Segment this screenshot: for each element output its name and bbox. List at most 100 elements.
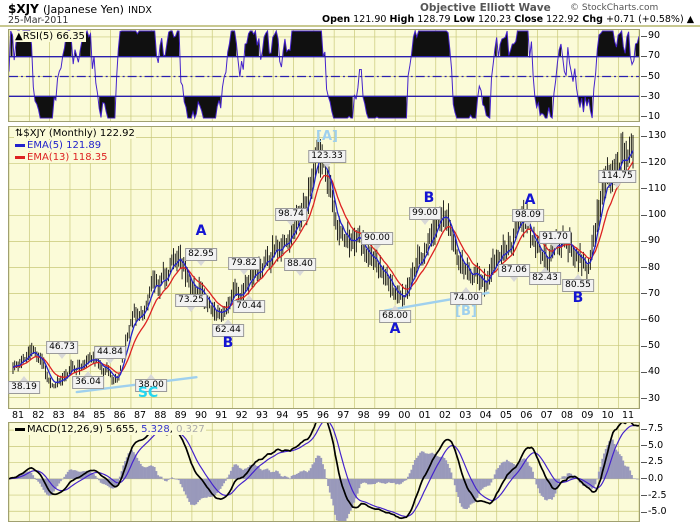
price-callout: 44.84 [94,346,126,359]
x-axis-tick: 85 [93,410,106,421]
rsi-y-tickmark [641,116,647,118]
high-label: High [389,14,415,25]
macd-y-tick: 0.0 [648,472,664,484]
price-callout: 123.33 [308,150,346,163]
macd-y-tickmark [641,428,647,430]
x-axis-tick: 07 [540,410,553,421]
price-callout: 79.82 [228,257,260,270]
macd-y-tick: -5.0 [648,506,667,518]
rsi-y-tickmark [641,96,647,98]
x-axis-tick: 90 [194,410,208,421]
rsi-y-tick: 10 [648,110,661,122]
rsi-plot [9,30,639,121]
high-value: 128.79 [417,14,451,25]
price-y-tick: 50 [648,340,661,352]
x-axis-tick: 01 [418,410,431,421]
callout-pointer-icon [147,374,155,379]
price-callout: 98.09 [512,209,544,222]
callout-pointer-icon [391,305,399,310]
ema5-swatch-icon [15,143,25,147]
macd-y-tickmark [641,445,647,447]
price-y-tickmark [641,162,647,164]
x-axis-tick: 02 [438,410,452,421]
open-value: 121.90 [353,14,387,25]
x-axis-tick: 84 [72,410,86,421]
x-axis-tick: 82 [32,410,45,421]
x-axis-tick: 11 [621,410,635,421]
callout-pointer-icon [197,261,205,266]
price-y-tick: 110 [648,182,667,194]
price-callout: 99.00 [409,207,441,220]
price-callout: 80.55 [562,279,594,292]
bar-updown-icon: ⇅ [15,128,24,139]
macd-hist-value: 0.327 [176,424,205,435]
price-y-tick: 70 [648,287,661,299]
macd-legend: MACD(12,26,9) 5.655, 5.328, 0.327 [14,424,206,435]
wave-label-b: [B] [455,304,477,319]
symbol-exchange: INDX [128,5,152,16]
price-y-tickmark [641,371,647,373]
x-axis-tick: 06 [520,410,533,421]
x-axis-tick: 05 [499,410,513,421]
wave-label-a: [A] [316,129,338,144]
price-y-tick: 90 [648,235,661,247]
macd-signal-value: 5.328 [141,424,170,435]
macd-y-tick: 5.0 [648,439,664,451]
macd-plot [9,423,639,521]
macd-y-tick: -2.5 [648,489,667,501]
close-label: Close [514,14,544,25]
callout-pointer-icon [551,244,559,249]
macd-legend-name: MACD(12,26,9) [27,424,103,435]
x-axis-tick: 09 [581,410,594,421]
price-callout: 36.04 [72,376,104,389]
rsi-y-tickmark [641,76,647,77]
callout-pointer-icon [287,221,295,226]
header-divider [0,25,700,27]
price-callout: 88.40 [284,258,316,271]
callout-pointer-icon [240,270,248,275]
price-y-tick: 80 [648,261,661,273]
macd-y-tickmark [641,495,647,496]
price-callout: 82.43 [529,272,561,285]
price-legend-text: $XJY (Monthly) 122.92 [23,128,135,139]
rsi-y-tick: 90 [648,30,661,42]
wave-label-a: A [389,321,401,337]
price-callout: 90.00 [361,232,393,245]
callout-pointer-icon [421,220,429,225]
rsi-y-tickmark [641,35,647,37]
price-y-tick: 120 [648,156,667,168]
low-value: 120.23 [477,14,512,25]
symbol-ticker: $XJY [8,2,39,16]
x-axis-tick: 96 [316,410,330,421]
ema13-legend: EMA(13) 118.35 [14,152,109,163]
rsi-legend-text: RSI(5) 66.35 [22,31,85,42]
callout-pointer-icon [84,371,92,376]
price-callout: 62.44 [212,324,244,337]
wave-label-sc: SC [137,385,159,401]
x-axis-tick: 88 [154,410,167,421]
callout-pointer-icon [187,307,195,312]
price-y-tick: 60 [648,313,661,325]
x-axis-tick: 95 [296,410,309,421]
x-axis-tick: 99 [377,410,391,421]
mountain-icon: ▲ [15,31,23,42]
x-axis-tick: 93 [255,410,269,421]
macd-legend-sep2: , [134,424,142,435]
callout-pointer-icon [373,245,381,250]
x-axis-tick: 89 [174,410,187,421]
chart-header: $XJY (Japanese Yen) INDX 25-Mar-2011 Obj… [0,0,700,27]
open-label: Open [322,14,351,25]
price-y-tickmark [641,135,647,137]
wave-label-a: A [524,192,536,208]
ema5-legend-text: EMA(5) 121.89 [27,140,102,151]
price-callout: 87.06 [498,264,530,277]
rsi-y-tick: 30 [648,90,661,102]
price-y-tickmark [641,319,647,321]
macd-y-tick: 2.5 [648,456,664,468]
price-callout: 91.70 [539,231,571,244]
callout-pointer-icon [510,277,518,282]
ema13-swatch-icon [15,155,25,159]
callout-pointer-icon [541,267,549,272]
x-axis-tick: 97 [337,410,350,421]
x-axis-tick: 00 [398,410,411,421]
